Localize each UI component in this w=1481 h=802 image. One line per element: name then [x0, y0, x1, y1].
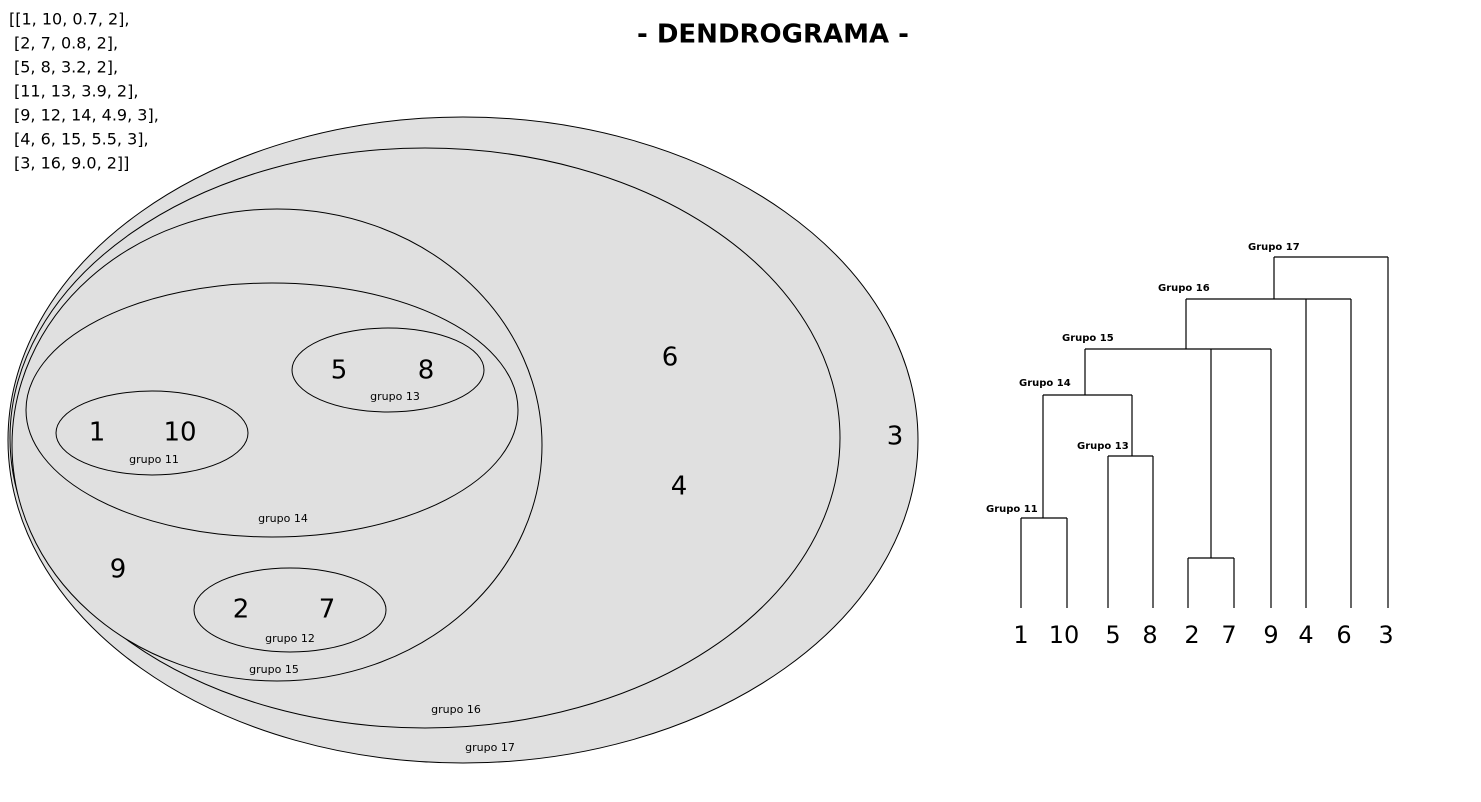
group-label: grupo 14: [258, 512, 308, 525]
group-label: Grupo 13: [1077, 441, 1129, 452]
leaf-label: 6: [1336, 621, 1351, 649]
group-label: Grupo 17: [1248, 242, 1300, 253]
group-ellipse: [291, 327, 485, 413]
dendrogram: Grupo 11 Grupo 13 Grupo 14 Grupo 15 Grup…: [986, 242, 1394, 649]
group-ellipse: [55, 390, 249, 476]
group-label: grupo 12: [265, 632, 315, 645]
group-label: Grupo 14: [1019, 378, 1071, 389]
matrix-line: [3, 16, 9.0, 2]]: [14, 154, 129, 173]
venn: grupo 11 grupo 12 grupo 13 grupo 14 grup…: [7, 116, 919, 764]
point-label: 2: [233, 595, 250, 625]
point-label: 4: [671, 472, 688, 502]
group-label: Grupo 16: [1158, 283, 1210, 294]
point-label: 9: [110, 555, 127, 585]
point-label: 1: [89, 418, 106, 448]
matrix-line: [9, 12, 14, 4.9, 3],: [14, 106, 159, 125]
matrix-line: [11, 13, 3.9, 2],: [14, 82, 138, 101]
point-label: 8: [418, 356, 435, 386]
leaf-label: 4: [1298, 621, 1313, 649]
leaf-label: 5: [1105, 621, 1120, 649]
matrix-line: [[1, 10, 0.7, 2],: [9, 10, 130, 29]
group-label: Grupo 11: [986, 504, 1038, 515]
point-label: 5: [331, 356, 348, 386]
point-label: 7: [319, 595, 336, 625]
point-label: 10: [163, 418, 196, 448]
leaf-label: 8: [1142, 621, 1157, 649]
leaf-label: 7: [1221, 621, 1236, 649]
leaf-label: 3: [1378, 621, 1393, 649]
leaf-label: 1: [1013, 621, 1028, 649]
group-label: grupo 13: [370, 390, 420, 403]
group-ellipse: [193, 567, 387, 653]
matrix-line: [5, 8, 3.2, 2],: [14, 58, 118, 77]
group-label: grupo 15: [249, 663, 299, 676]
title: - DENDROGRAMA -: [637, 20, 909, 50]
matrix-line: [4, 6, 15, 5.5, 3],: [14, 130, 149, 149]
group-label: grupo 17: [465, 741, 515, 754]
group-label: grupo 16: [431, 703, 481, 716]
leaf-label: 9: [1263, 621, 1278, 649]
point-label: 6: [662, 343, 679, 373]
group-label: Grupo 15: [1062, 333, 1114, 344]
matrix: [[1, 10, 0.7, 2], [2, 7, 0.8, 2], [5, 8,…: [9, 10, 159, 173]
point-label: 3: [887, 422, 904, 452]
matrix-line: [2, 7, 0.8, 2],: [14, 34, 118, 53]
leaf-label: 2: [1184, 621, 1199, 649]
leaf-label: 10: [1049, 621, 1080, 649]
group-label: grupo 11: [129, 453, 179, 466]
